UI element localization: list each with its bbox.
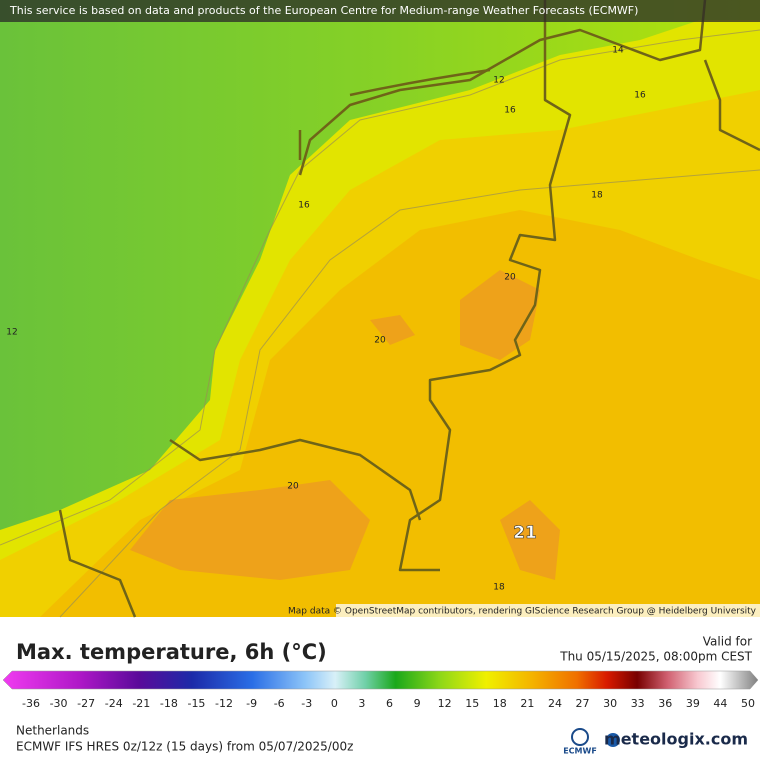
valid-time: Thu 05/15/2025, 08:00pm CEST: [559, 650, 752, 664]
colorbar-tick-label: 24: [548, 697, 562, 710]
contour-labels: 14 12 16 16 16 18 20 20 20 21 18 12: [6, 46, 646, 593]
contour-label: 18: [493, 583, 505, 593]
attribution-bg: [336, 604, 760, 617]
colorbar-tick-label: -30: [50, 697, 68, 710]
contour-label: 12: [493, 76, 504, 86]
colorbar-tick-label: 30: [603, 697, 617, 710]
colorbar-tick-label: 50: [741, 697, 755, 710]
legend-title: Max. temperature, 6h (°C): [16, 640, 327, 664]
colorbar-tick-label: 12: [438, 697, 452, 710]
border: [169, 438, 422, 521]
colorbar-tick-label: -27: [77, 697, 95, 710]
contour-label: 14: [612, 46, 624, 56]
ecmwf-icon: [571, 728, 589, 746]
colorbar-tick-label: -9: [246, 697, 257, 710]
hot-area: [460, 270, 540, 360]
colorbar-tick-label: 44: [713, 697, 727, 710]
colorbar-tick-label: -21: [132, 697, 150, 710]
contour-label: 20: [287, 482, 299, 492]
coastline: [298, 0, 707, 176]
colorbar-tick-label: 36: [658, 697, 672, 710]
colorbar-tick-label: 15: [465, 697, 479, 710]
contour-label: 20: [374, 336, 386, 346]
brand-icon: [606, 733, 620, 747]
colorbar-tick-label: -3: [301, 697, 312, 710]
contour-label: 20: [504, 273, 516, 283]
colorbar-tick-label: -36: [22, 697, 40, 710]
hot-area: [500, 500, 560, 580]
contour-label: 21: [513, 523, 537, 543]
hot-area: [370, 315, 415, 345]
brand: meteologix.com: [604, 730, 748, 749]
colorbar-tick-label: -15: [187, 697, 205, 710]
contour-label: 12: [6, 328, 17, 338]
map: This service is based on data and produc…: [0, 0, 760, 618]
colorbar-tick-label: -6: [274, 697, 285, 710]
colorbar-tick-label: -24: [105, 697, 123, 710]
notice-banner: [0, 0, 760, 22]
colorbar-tick-label: 39: [686, 697, 700, 710]
border: [398, 0, 572, 572]
notice: This service is based on data and produc…: [9, 4, 638, 17]
contour-label: 16: [298, 201, 310, 211]
colorbar-tick-label: -12: [215, 697, 233, 710]
colorbar-tick-label: 27: [576, 697, 590, 710]
contour-label: 18: [591, 191, 603, 201]
colorbar-tick-label: 0: [331, 697, 338, 710]
map-attribution: Map data © OpenStreetMap contributors, r…: [288, 607, 757, 617]
isotherm: [0, 29, 760, 546]
contour-label: 16: [504, 106, 516, 116]
contour-label: 16: [634, 91, 646, 101]
colorbar-tick-label: 18: [493, 697, 507, 710]
ecmwf-logo: ECMWF: [563, 747, 597, 756]
valid-label: Valid for: [703, 635, 752, 649]
colorbar-ticks: -36 -30 -27 -24 -21 -18 -15 -12 -9 -6 -3 0 3 6 9 12 15 18…: [22, 697, 755, 710]
hot-area: [130, 480, 370, 580]
colorbar-tick-label: 21: [520, 697, 534, 710]
colorbar: [2, 670, 759, 690]
colorbar-tick-label: 3: [358, 697, 365, 710]
isotherm: [59, 169, 760, 618]
colorbar-tick-label: 33: [631, 697, 645, 710]
colorbar-tick-label: 6: [386, 697, 393, 710]
colorbar-tick-label: 9: [414, 697, 421, 710]
model-info: ECMWF IFS HRES 0z/12z (15 days) from 05/…: [16, 740, 353, 754]
region: Netherlands: [16, 724, 89, 738]
colorbar-tick-label: -18: [160, 697, 178, 710]
border: [58, 509, 137, 618]
coastline: [298, 68, 491, 160]
coastline: [703, 59, 760, 152]
